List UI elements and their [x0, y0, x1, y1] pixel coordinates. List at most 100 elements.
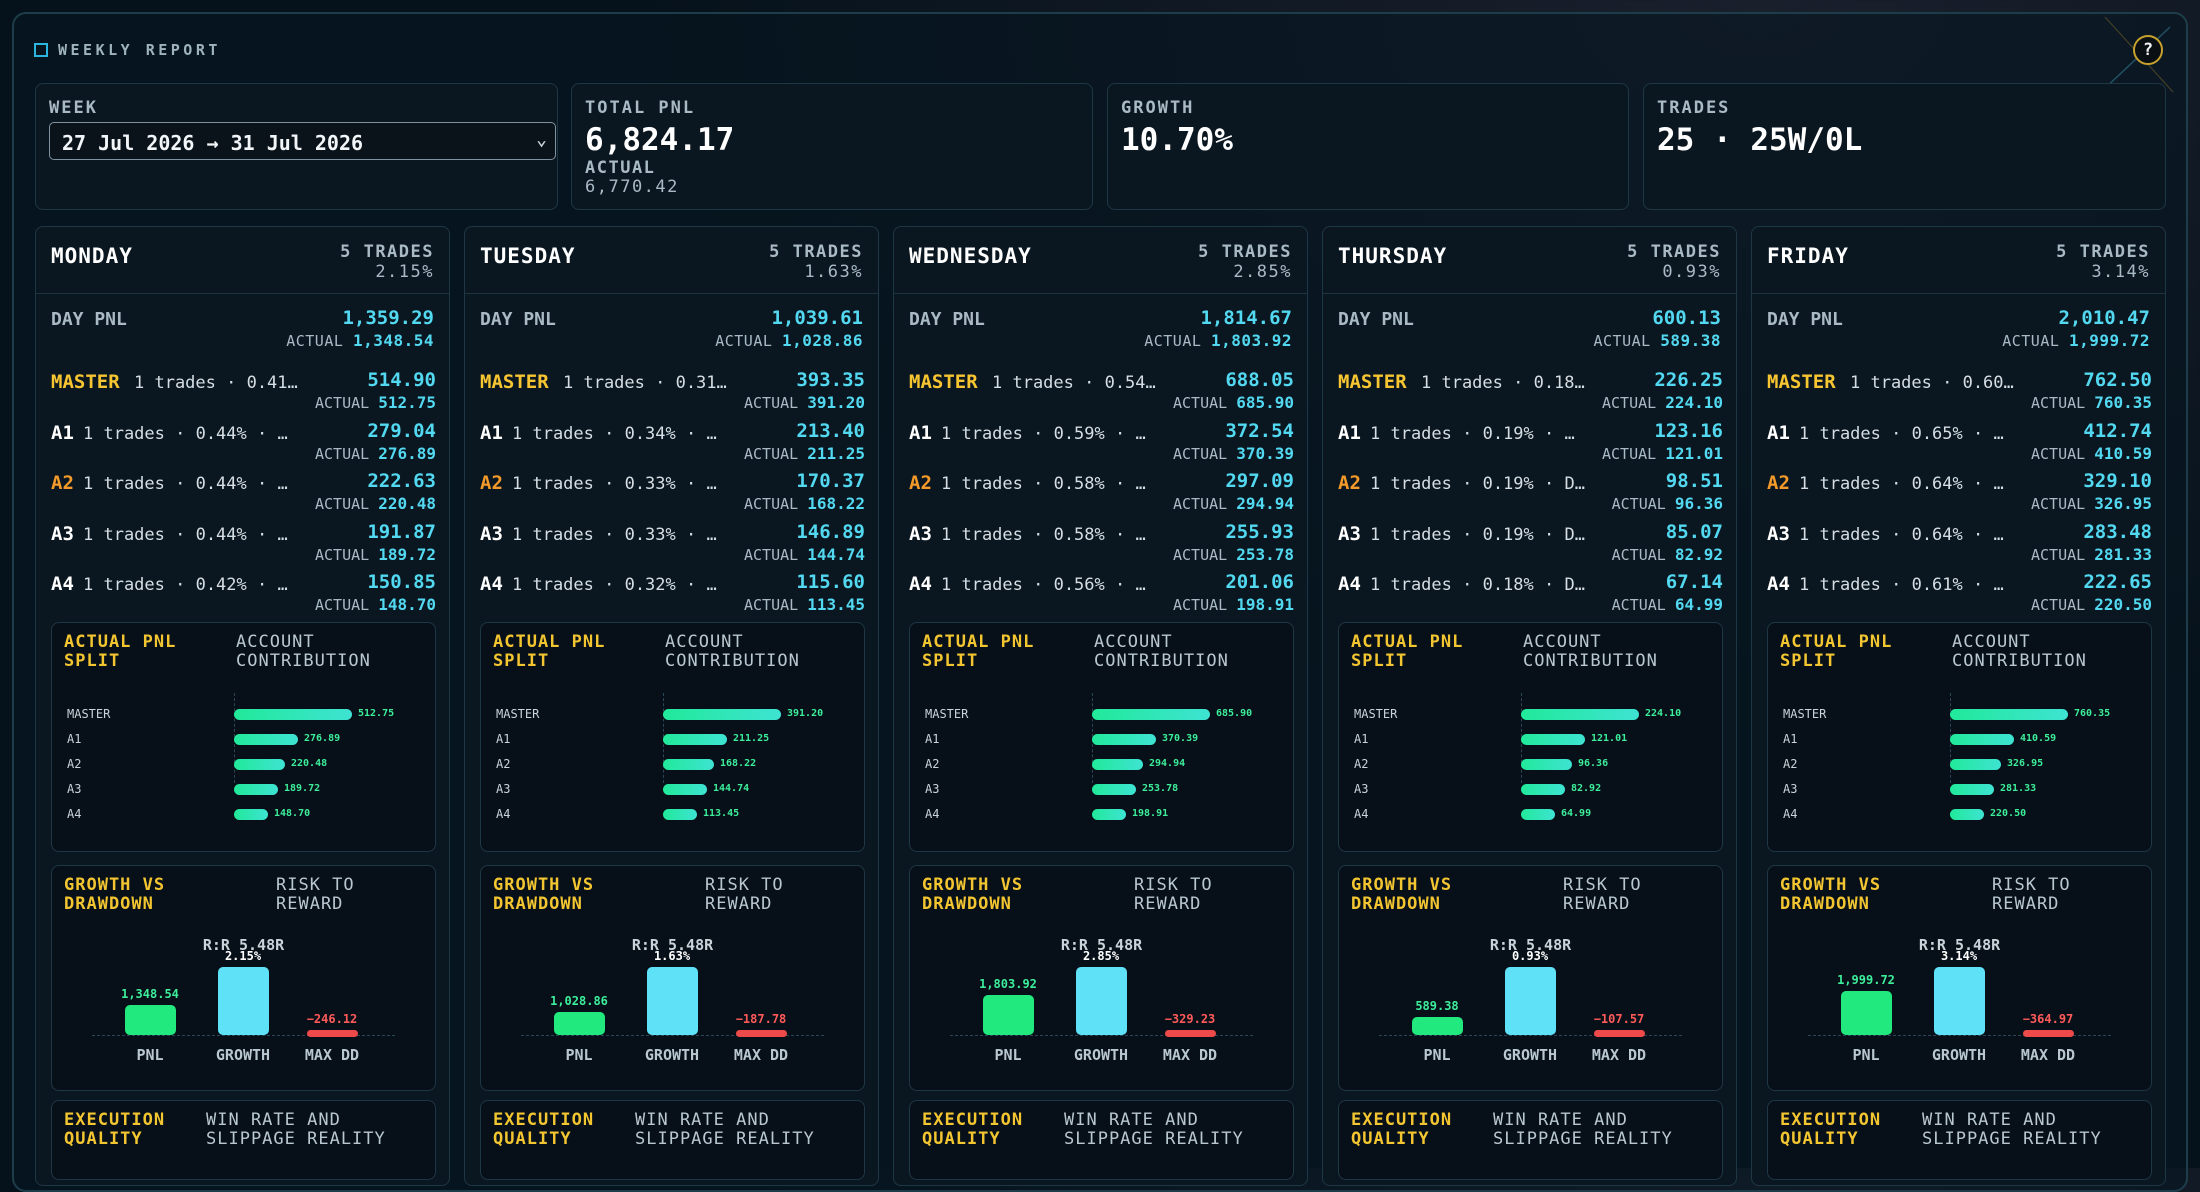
account-actual-value: 168.22: [807, 494, 865, 513]
account-row-a4[interactable]: A4 1 trades · 0.32% · … 115.60 ACTUAL 113.4…: [480, 571, 865, 621]
split-value-label: 168.22: [720, 758, 757, 769]
account-desc: 1 trades · 0.41…: [134, 373, 298, 393]
account-row-master[interactable]: MASTER 1 trades · 0.60… 762.50 ACTUAL 760.3…: [1767, 369, 2152, 419]
day-column-friday: FRIDAY 5 TRADES 3.14% DAY PNL 2,010.47 ACTUAL…: [1751, 226, 2166, 1186]
report-header: WEEKLY REPORT: [34, 40, 221, 60]
account-desc: 1 trades · 0.33% · …: [512, 474, 717, 494]
split-value-label: 113.45: [703, 808, 740, 819]
growth-bar-label: 2.85%: [1082, 949, 1120, 963]
account-row-master[interactable]: MASTER 1 trades · 0.41… 514.90 ACTUAL 512.7…: [51, 369, 436, 419]
growth-bar-label: 3.14%: [1940, 949, 1978, 963]
day-name: TUESDAY: [480, 244, 576, 268]
growth-axis-label: GROWTH: [1073, 1046, 1129, 1064]
account-desc: 1 trades · 0.65% · …: [1799, 424, 2004, 444]
account-row-a2[interactable]: A2 1 trades · 0.64% · … 329.10 ACTUAL 326.9…: [1767, 470, 2152, 520]
max-dd-bar: [2023, 1030, 2074, 1037]
day-divider: [36, 293, 449, 294]
day-pnl-value: 2,010.47: [2058, 307, 2150, 329]
account-row-a2[interactable]: A2 1 trades · 0.44% · … 222.63 ACTUAL 220.4…: [51, 470, 436, 520]
day-pnl-label: DAY PNL: [909, 309, 985, 330]
account-pnl: 412.74: [2083, 420, 2152, 442]
account-actual-line: ACTUAL 253.78: [1173, 545, 1294, 564]
account-name: A1: [51, 422, 74, 444]
split-bar: [234, 734, 298, 745]
split-row: A2 96.36: [1354, 757, 1694, 771]
gv-title: GROWTH VS DRAWDOWN: [922, 875, 1024, 914]
account-actual-line: ACTUAL 168.22: [744, 494, 865, 513]
week-select[interactable]: 27 Jul 2026 → 31 Jul 2026 ⌄: [49, 122, 556, 160]
account-row-a2[interactable]: A2 1 trades · 0.19% · D… 98.51 ACTUAL 96.36: [1338, 470, 1723, 520]
account-name: MASTER: [51, 371, 120, 393]
trades-card: TRADES 25 · 25W/0L: [1643, 83, 2166, 210]
account-row-a3[interactable]: A3 1 trades · 0.44% · … 191.87 ACTUAL 189.7…: [51, 521, 436, 571]
day-actual-line: ACTUAL 589.38: [1593, 331, 1721, 350]
account-name: A2: [909, 472, 932, 494]
help-button[interactable]: ?: [2133, 35, 2163, 65]
account-row-a1[interactable]: A1 1 trades · 0.44% · … 279.04 ACTUAL 276.8…: [51, 420, 436, 470]
account-actual-line: ACTUAL 148.70: [315, 595, 436, 614]
split-value-label: 220.50: [1990, 808, 2027, 819]
account-actual-label: ACTUAL: [314, 596, 370, 614]
account-desc: 1 trades · 0.60…: [1850, 373, 2014, 393]
day-name: WEDNESDAY: [909, 244, 1032, 268]
account-actual-line: ACTUAL 391.20: [744, 393, 865, 412]
pnl-axis-label: PNL: [994, 1046, 1022, 1064]
day-actual-label: ACTUAL: [1144, 332, 1202, 350]
account-row-master[interactable]: MASTER 1 trades · 0.31… 393.35 ACTUAL 391.2…: [480, 369, 865, 419]
account-desc: 1 trades · 0.42% · …: [83, 575, 288, 595]
split-bar: [1950, 709, 2068, 720]
account-row-a4[interactable]: A4 1 trades · 0.61% · … 222.65 ACTUAL 220.5…: [1767, 571, 2152, 621]
split-row: A3 281.33: [1783, 782, 2123, 796]
account-row-a2[interactable]: A2 1 trades · 0.33% · … 170.37 ACTUAL 168.2…: [480, 470, 865, 520]
split-value-label: 512.75: [358, 708, 395, 719]
account-row-a4[interactable]: A4 1 trades · 0.18% · D… 67.14 ACTUAL 64.99: [1338, 571, 1723, 621]
split-bar: [234, 709, 352, 720]
trades-label: TRADES: [1657, 98, 1731, 118]
account-row-master[interactable]: MASTER 1 trades · 0.54… 688.05 ACTUAL 685.9…: [909, 369, 1294, 419]
account-name: A3: [480, 523, 503, 545]
account-actual-value: 281.33: [2094, 545, 2152, 564]
account-row-a3[interactable]: A3 1 trades · 0.19% · D… 85.07 ACTUAL 82.92: [1338, 521, 1723, 571]
account-desc: 1 trades · 0.44% · …: [83, 474, 288, 494]
exec-subtitle: WIN RATE AND SLIPPAGE REALITY: [1493, 1110, 1673, 1149]
account-row-a2[interactable]: A2 1 trades · 0.58% · … 297.09 ACTUAL 294.9…: [909, 470, 1294, 520]
split-account-name: A4: [496, 807, 511, 821]
account-row-a4[interactable]: A4 1 trades · 0.42% · … 150.85 ACTUAL 148.7…: [51, 571, 436, 621]
account-row-master[interactable]: MASTER 1 trades · 0.18… 226.25 ACTUAL 224.1…: [1338, 369, 1723, 419]
day-actual-value: 1,348.54: [352, 331, 434, 350]
split-row: A3 144.74: [496, 782, 836, 796]
day-actual-value: 589.38: [1660, 331, 1721, 350]
account-row-a3[interactable]: A3 1 trades · 0.64% · … 283.48 ACTUAL 281.3…: [1767, 521, 2152, 571]
account-row-a3[interactable]: A3 1 trades · 0.33% · … 146.89 ACTUAL 144.7…: [480, 521, 865, 571]
account-actual-label: ACTUAL: [314, 394, 370, 412]
report-title: WEEKLY REPORT: [58, 41, 221, 59]
split-row: A3 82.92: [1354, 782, 1694, 796]
account-row-a4[interactable]: A4 1 trades · 0.56% · … 201.06 ACTUAL 198.9…: [909, 571, 1294, 621]
max-dd-axis-label: MAX DD: [2020, 1046, 2076, 1064]
split-value-label: 760.35: [2074, 708, 2111, 719]
day-trades-count: 5 TRADES: [340, 242, 434, 262]
max-dd-bar: [1594, 1030, 1645, 1037]
account-actual-label: ACTUAL: [743, 394, 799, 412]
account-row-a1[interactable]: A1 1 trades · 0.59% · … 372.54 ACTUAL 370.3…: [909, 420, 1294, 470]
account-row-a1[interactable]: A1 1 trades · 0.34% · … 213.40 ACTUAL 211.2…: [480, 420, 865, 470]
account-row-a3[interactable]: A3 1 trades · 0.58% · … 255.93 ACTUAL 253.7…: [909, 521, 1294, 571]
account-row-a1[interactable]: A1 1 trades · 0.65% · … 412.74 ACTUAL 410.5…: [1767, 420, 2152, 470]
pnl-bar: [983, 995, 1034, 1035]
account-actual-value: 391.20: [807, 393, 865, 412]
gv-baseline: [1379, 1035, 1682, 1036]
split-row: A2 168.22: [496, 757, 836, 771]
account-desc: 1 trades · 0.19% · D…: [1370, 474, 1585, 494]
account-actual-label: ACTUAL: [2030, 394, 2086, 412]
total-pnl-actual-value: 6,770.42: [585, 177, 679, 197]
account-row-a1[interactable]: A1 1 trades · 0.19% · … 123.16 ACTUAL 121.0…: [1338, 420, 1723, 470]
actual-pnl-split-panel: ACTUAL PNL SPLIT ACCOUNT CONTRIBUTION MAST…: [1767, 622, 2152, 852]
account-actual-line: ACTUAL 64.99: [1612, 595, 1723, 614]
split-row: A4 113.45: [496, 807, 836, 821]
split-value-label: 224.10: [1645, 708, 1682, 719]
account-actual-label: ACTUAL: [2030, 445, 2086, 463]
split-row: A1 370.39: [925, 732, 1265, 746]
day-actual-line: ACTUAL 1,803.92: [1144, 331, 1292, 350]
account-pnl: 191.87: [367, 521, 436, 543]
day-growth-pct: 1.63%: [804, 262, 863, 282]
